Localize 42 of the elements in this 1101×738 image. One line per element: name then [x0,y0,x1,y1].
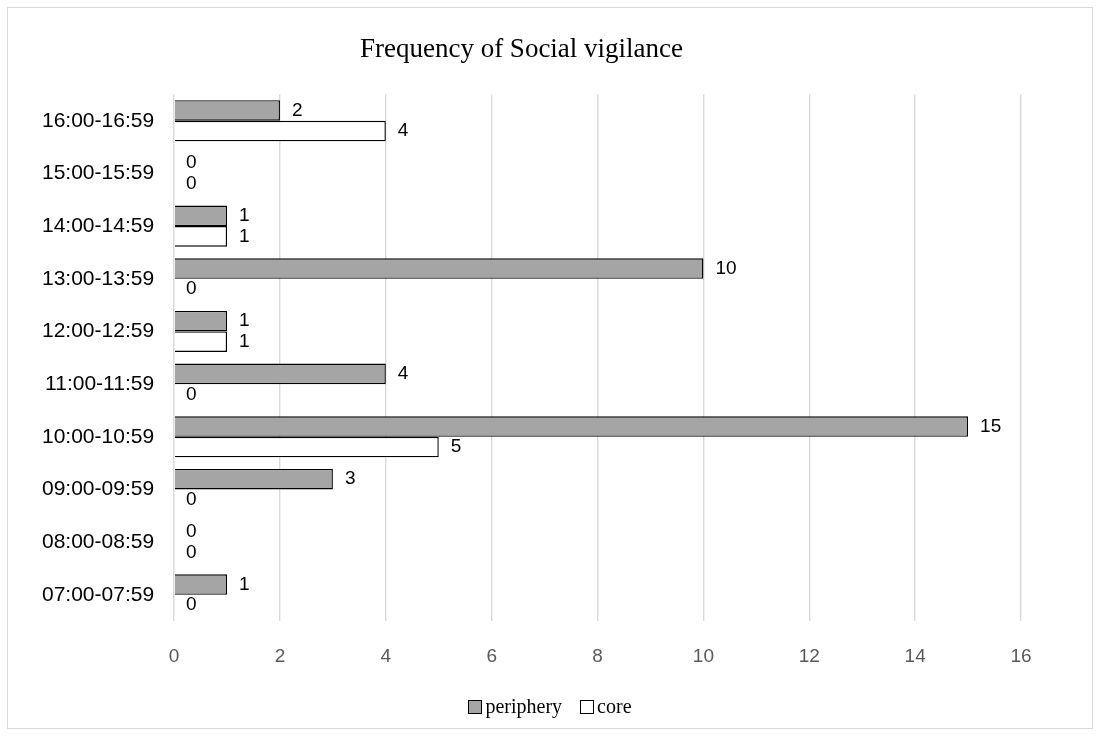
x-tick-label: 16 [1010,644,1032,666]
y-tick-label: 09:00-09:59 [41,476,155,500]
y-tick-label: 15:00-15:59 [41,160,155,184]
data-label: 4 [397,362,409,384]
data-label: 2 [291,98,303,120]
data-label: 1 [239,309,250,331]
data-label: 0 [186,171,197,193]
x-tick-label: 2 [274,644,286,666]
y-tick-label: 10:00-10:59 [41,423,155,447]
data-label: 5 [450,435,462,457]
data-label: 3 [344,467,356,489]
data-label: 0 [186,382,197,404]
data-label: 4 [397,119,409,141]
x-tick-label: 12 [798,644,820,666]
text: core [597,695,632,718]
data-label: 0 [186,277,197,299]
data-label: 1 [239,572,250,594]
x-tick-label: 8 [592,644,603,666]
data-label: 0 [186,488,197,510]
y-tick-label: 11:00-11:59 [45,370,155,394]
data-label: 1 [239,329,250,351]
x-tick-label: 6 [486,644,497,666]
data-label: 0 [186,151,197,173]
chart-title: Frequency of Social vigilance [359,33,684,64]
y-tick-label: 14:00-14:59 [41,212,155,236]
y-tick-label: 07:00-07:59 [41,581,155,605]
y-tick-label: 13:00-13:59 [41,265,155,289]
x-tick-label: 10 [692,644,714,666]
x-tick-label: 4 [380,644,392,666]
y-tick-label: 16:00-16:59 [41,107,155,131]
y-tick-label: 12:00-12:59 [41,318,155,342]
y-tick-label: 08:00-08:59 [41,528,155,552]
legend-label: periphery [485,695,563,718]
data-label: 15 [980,414,1002,436]
data-label: 0 [186,593,197,615]
data-label: 1 [239,204,250,226]
data-label: 10 [715,256,737,278]
x-tick-label: 14 [904,644,927,666]
data-label: 1 [239,224,250,246]
x-tick-label: 0 [168,644,180,666]
data-label: 0 [186,520,197,542]
data-label: 0 [186,540,197,562]
